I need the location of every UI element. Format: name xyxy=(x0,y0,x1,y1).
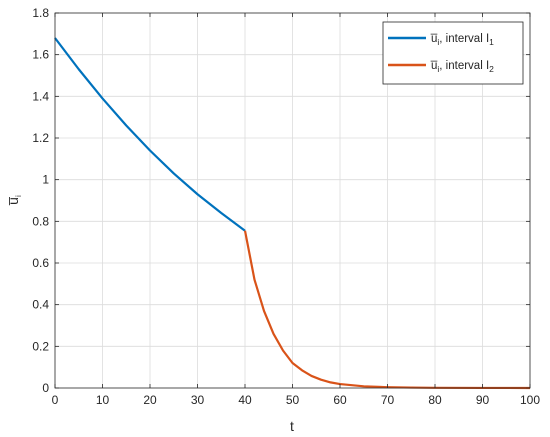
x-tick-labels: 0 10 20 30 40 50 60 70 80 90 100 xyxy=(52,393,541,407)
legend-2-sub-n: 2 xyxy=(489,64,494,74)
x-tick-label: 10 xyxy=(96,393,110,407)
series-line-1 xyxy=(54,37,246,232)
y-tick-labels: 0 0.2 0.4 0.6 0.8 1 1.2 1.4 1.6 1.8 xyxy=(32,6,49,395)
y-tick-label: 0.4 xyxy=(32,298,49,312)
y-tick-label: 1.2 xyxy=(32,131,49,145)
x-tick-label: 20 xyxy=(143,393,157,407)
legend-2-sub-i: i xyxy=(437,64,439,74)
legend-1-sub-i: i xyxy=(437,37,439,47)
x-tick-label: 40 xyxy=(238,393,252,407)
y-axis-label-sub: i xyxy=(13,195,23,197)
x-tick-label: 100 xyxy=(520,393,540,407)
x-tick-label: 60 xyxy=(333,393,347,407)
x-tick-label: 50 xyxy=(286,393,300,407)
x-axis-label: t xyxy=(290,418,294,434)
x-tick-label: 0 xyxy=(52,393,59,407)
y-tick-label: 0.6 xyxy=(32,256,49,270)
legend-2-mid: , interval I xyxy=(439,60,489,72)
x-tick-label: 80 xyxy=(428,393,442,407)
y-axis-label-main: u̅ xyxy=(5,196,21,206)
y-tick-label: 1.6 xyxy=(32,48,49,62)
y-tick-label: 1.4 xyxy=(32,89,49,103)
tick-marks xyxy=(54,12,531,389)
legend-label-series-2: u̅i, interval I2 xyxy=(430,60,494,74)
y-tick-label: 0.2 xyxy=(32,339,49,353)
legend-box xyxy=(382,21,524,85)
legend-1-sub-n: 1 xyxy=(489,37,494,47)
y-axis-label: u̅i xyxy=(5,195,23,206)
x-tick-label: 30 xyxy=(191,393,205,407)
y-tick-label: 0.8 xyxy=(32,214,49,228)
y-tick-label: 0 xyxy=(42,381,49,395)
legend-1-main: u̅ xyxy=(430,33,438,45)
legend: u̅i, interval I1 u̅i, interval I2 xyxy=(382,21,524,85)
y-tick-label: 1 xyxy=(42,173,49,187)
legend-1-mid: , interval I xyxy=(439,33,489,45)
legend-label-series-1: u̅i, interval I1 xyxy=(430,33,494,47)
svg-text:u̅i: u̅i xyxy=(5,195,23,206)
legend-2-main: u̅ xyxy=(430,60,438,72)
x-tick-label: 70 xyxy=(381,393,395,407)
y-tick-label: 1.8 xyxy=(32,6,49,20)
x-tick-label: 90 xyxy=(476,393,490,407)
